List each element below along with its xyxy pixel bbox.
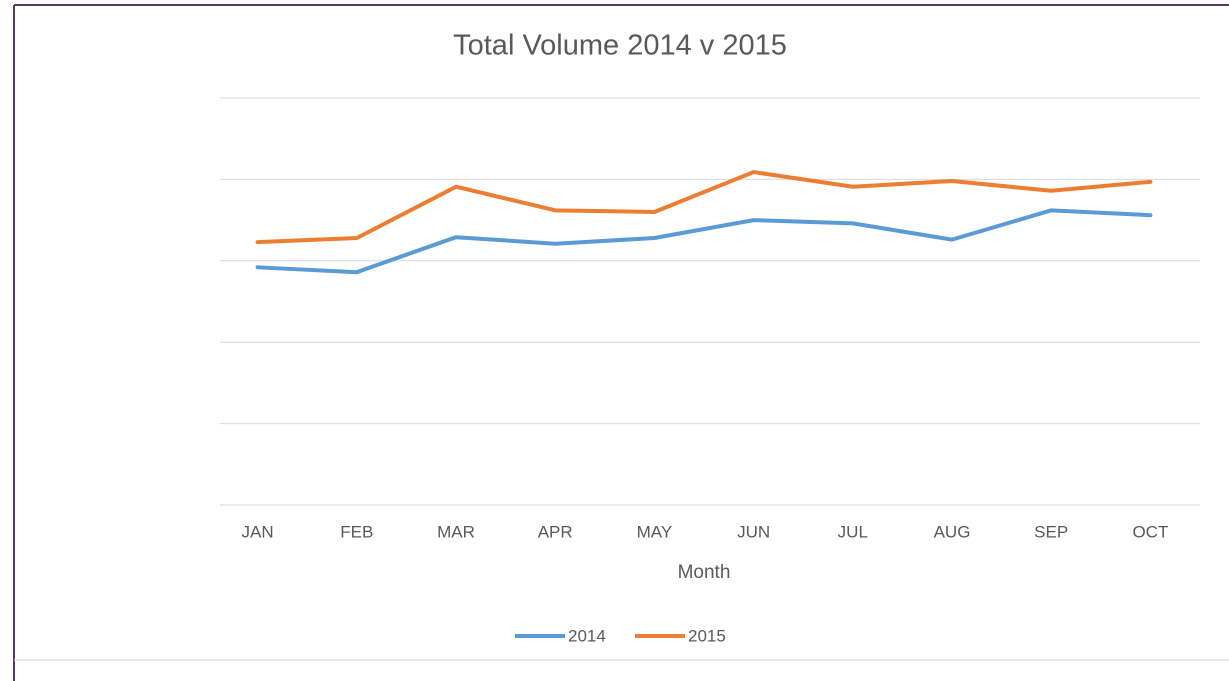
series-line: [255, 170, 1153, 245]
x-tick-label: MAY: [637, 522, 673, 541]
x-tick-label: JAN: [242, 522, 274, 541]
x-tick-label: OCT: [1132, 522, 1168, 541]
series-line: [255, 208, 1153, 275]
chart-title: Total Volume 2014 v 2015: [453, 30, 787, 62]
x-tick-label: MAR: [437, 522, 475, 541]
legend-label: 2014: [568, 626, 606, 645]
x-tick-label: JUL: [838, 522, 868, 541]
x-tick-label: JUN: [737, 522, 770, 541]
x-tick-label: FEB: [340, 522, 373, 541]
x-tick-label: SEP: [1034, 522, 1068, 541]
x-tick-label: AUG: [934, 522, 971, 541]
x-tick-label: APR: [538, 522, 573, 541]
chart-frame: [14, 5, 1229, 660]
legend-label: 2015: [688, 626, 726, 645]
x-axis-title: Month: [678, 562, 731, 583]
